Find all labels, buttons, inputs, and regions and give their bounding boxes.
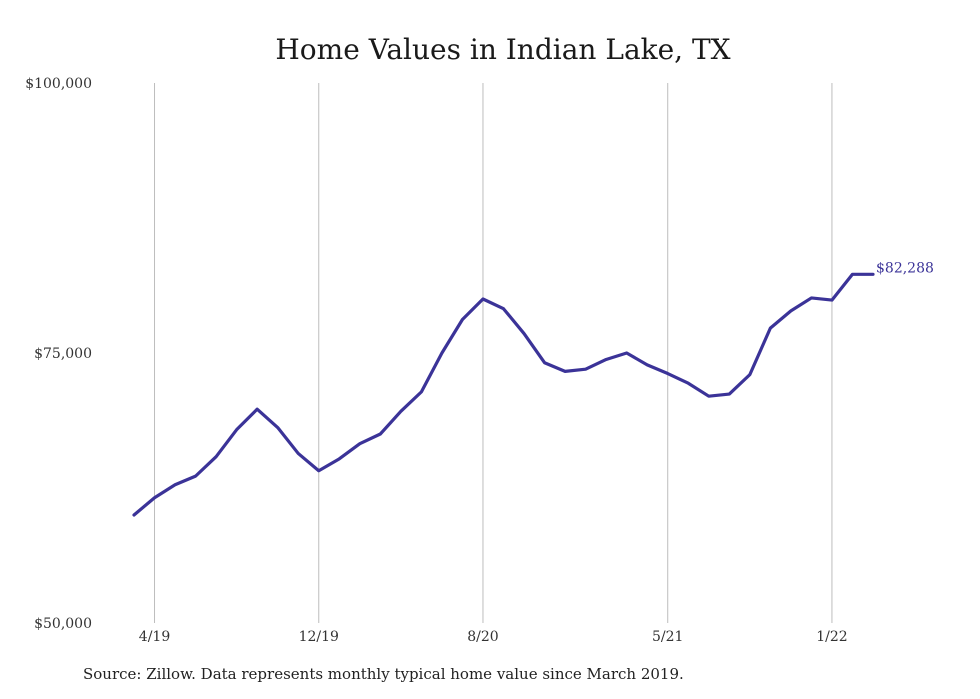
series-line — [132, 272, 875, 517]
y-tick-label: $75,000 — [34, 346, 92, 362]
x-tick-label: 8/20 — [467, 629, 498, 645]
x-axis-ticks: 4/19 12/19 8/20 5/21 1/22 — [139, 629, 848, 645]
y-tick-label: $100,000 — [25, 76, 92, 92]
grid — [154, 83, 833, 623]
x-tick-label: 12/19 — [299, 629, 339, 645]
chart-title: Home Values in Indian Lake, TX — [275, 33, 730, 66]
y-axis-ticks: $100,000 $75,000 $50,000 — [25, 76, 92, 632]
x-tick-label: 1/22 — [816, 629, 847, 645]
x-tick-label: 5/21 — [652, 629, 683, 645]
source-note: Source: Zillow. Data represents monthly … — [83, 665, 684, 683]
end-value-label: $82,288 — [876, 260, 934, 276]
y-tick-label: $50,000 — [34, 616, 92, 632]
data-points — [133, 274, 874, 516]
x-tick-label: 4/19 — [139, 629, 170, 645]
